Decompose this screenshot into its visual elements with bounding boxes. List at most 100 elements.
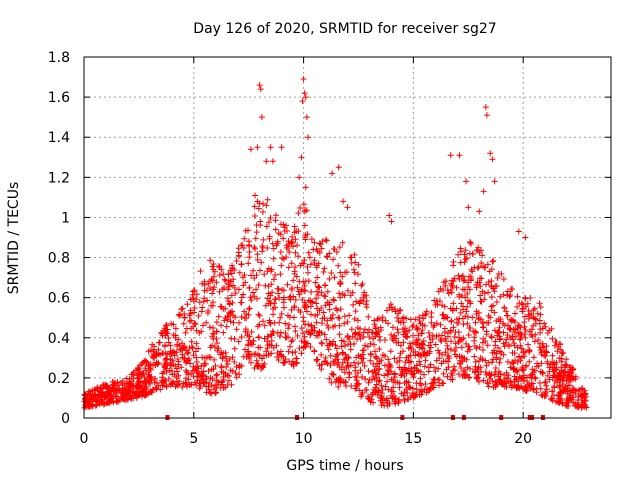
data-point [264, 344, 271, 351]
data-point [388, 218, 395, 225]
data-point [272, 296, 279, 303]
data-point [432, 368, 439, 375]
data-point [336, 244, 343, 251]
data-point [506, 326, 513, 333]
data-point [327, 362, 334, 369]
data-point [159, 374, 166, 381]
data-point [476, 309, 483, 316]
data-point [231, 345, 238, 352]
data-point [215, 313, 222, 320]
data-point [507, 326, 514, 333]
data-point [119, 396, 126, 403]
data-point [362, 376, 369, 383]
data-point [522, 294, 529, 301]
data-point [385, 386, 392, 393]
data-point [475, 358, 482, 365]
data-point [451, 347, 458, 354]
data-point [313, 246, 320, 253]
data-point [396, 384, 403, 391]
data-point [222, 315, 229, 322]
data-point [472, 358, 479, 365]
data-point [168, 368, 175, 375]
data-point [516, 353, 523, 360]
data-point [235, 286, 242, 293]
data-point [541, 393, 548, 400]
data-point [464, 290, 471, 297]
data-point [478, 259, 485, 266]
data-point [457, 248, 464, 255]
data-point [521, 313, 528, 320]
data-point [530, 354, 537, 361]
data-point [581, 397, 588, 404]
data-point [312, 312, 319, 319]
data-point [501, 304, 508, 311]
data-point [409, 370, 416, 377]
data-point [225, 286, 232, 293]
data-point [311, 239, 318, 246]
data-point [571, 402, 578, 409]
data-point [491, 349, 498, 356]
data-point [386, 360, 393, 367]
data-point [321, 314, 328, 321]
data-point [460, 368, 467, 375]
data-point [305, 321, 312, 328]
data-point [327, 352, 334, 359]
data-point [359, 359, 366, 366]
data-point [261, 271, 268, 278]
data-point [187, 310, 194, 317]
data-point [539, 344, 546, 351]
data-point [311, 347, 318, 354]
data-point [365, 379, 372, 386]
data-point [201, 287, 208, 294]
y-tick-label: 0.6 [48, 291, 70, 307]
data-point [329, 170, 336, 177]
data-point [469, 250, 476, 257]
data-point [182, 375, 189, 382]
data-point [521, 319, 528, 326]
data-point [213, 377, 220, 384]
data-point [212, 389, 219, 396]
data-point [448, 280, 455, 287]
data-point [207, 257, 214, 264]
data-point [235, 338, 242, 345]
data-point [285, 321, 292, 328]
data-point [445, 358, 452, 365]
data-point [270, 311, 277, 318]
data-point [443, 366, 450, 373]
data-point [345, 363, 352, 370]
data-point [490, 302, 497, 309]
data-point [163, 383, 170, 390]
data-point [358, 282, 365, 289]
data-point [494, 274, 501, 281]
data-point [422, 311, 429, 318]
data-point [422, 380, 429, 387]
data-point [518, 300, 525, 307]
data-point [365, 393, 372, 400]
data-point [233, 326, 240, 333]
data-point [330, 323, 337, 330]
data-point [248, 297, 255, 304]
data-point [390, 377, 397, 384]
data-point [203, 383, 210, 390]
data-point [484, 261, 491, 268]
data-point [477, 298, 484, 305]
data-point [556, 355, 563, 362]
data-point [196, 329, 203, 336]
data-point [242, 279, 249, 286]
data-point [482, 338, 489, 345]
data-point [308, 288, 315, 295]
data-point [381, 352, 388, 359]
data-point [480, 377, 487, 384]
data-point [325, 346, 332, 353]
data-point [464, 320, 471, 327]
data-point [495, 344, 502, 351]
data-point [130, 375, 137, 382]
data-point [362, 342, 369, 349]
data-point [246, 305, 253, 312]
data-point [292, 236, 299, 243]
data-point [382, 317, 389, 324]
data-point [315, 291, 322, 298]
data-point [490, 356, 497, 363]
data-point [213, 384, 220, 391]
data-point [488, 283, 495, 290]
